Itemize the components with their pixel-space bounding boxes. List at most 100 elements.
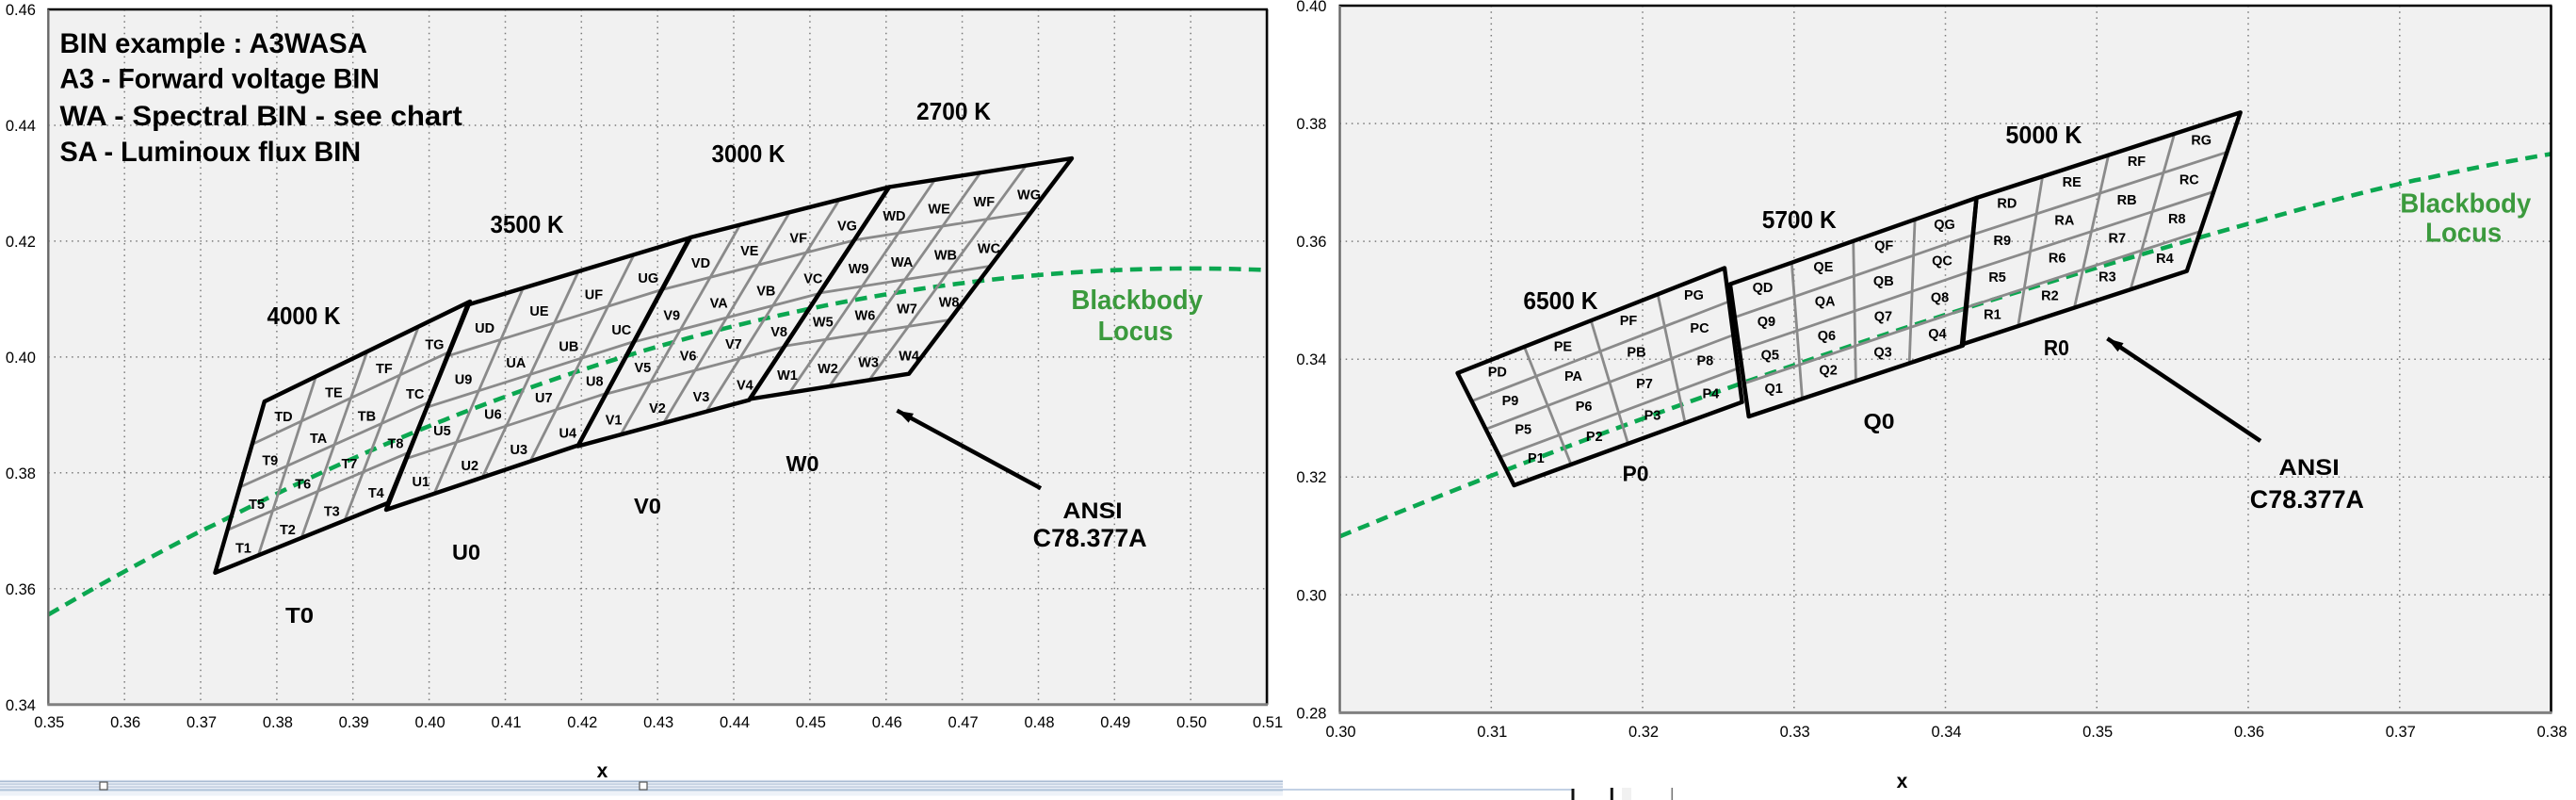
svg-text:P4: P4 (1703, 387, 1720, 402)
svg-text:0.49: 0.49 (1100, 714, 1130, 731)
svg-text:Q1: Q1 (1765, 382, 1783, 397)
svg-text:R9: R9 (1994, 234, 2012, 249)
svg-text:T1: T1 (235, 541, 251, 556)
svg-text:TF: TF (376, 362, 393, 377)
svg-text:0.44: 0.44 (720, 714, 750, 731)
svg-text:U3: U3 (510, 443, 528, 458)
svg-text:WD: WD (883, 209, 905, 224)
svg-text:UE: UE (529, 304, 548, 319)
svg-text:0.46: 0.46 (872, 714, 902, 731)
svg-text:0.38: 0.38 (1296, 116, 1326, 133)
svg-text:TG: TG (425, 338, 444, 353)
svg-text:VE: VE (740, 244, 759, 259)
svg-text:0.37: 0.37 (2386, 724, 2416, 741)
svg-text:Q5: Q5 (1761, 348, 1779, 363)
svg-text:0.32: 0.32 (1628, 724, 1659, 741)
svg-text:PD: PD (1488, 365, 1507, 380)
svg-text:V1: V1 (606, 414, 623, 429)
svg-text:V8: V8 (770, 325, 787, 340)
svg-text:W1: W1 (777, 368, 798, 384)
svg-text:Blackbody: Blackbody (1071, 286, 1203, 316)
svg-text:Q0: Q0 (1864, 409, 1895, 433)
svg-text:U8: U8 (586, 375, 604, 390)
svg-text:U0: U0 (452, 540, 480, 564)
svg-text:6500 K: 6500 K (1523, 286, 1597, 315)
svg-text:3000 K: 3000 K (712, 139, 786, 168)
svg-text:0.51: 0.51 (1253, 714, 1283, 731)
svg-text:WA - Spectral BIN - see chart: WA - Spectral BIN - see chart (60, 101, 462, 132)
svg-text:ANSI: ANSI (2278, 455, 2339, 481)
svg-text:0.35: 0.35 (2082, 724, 2113, 741)
svg-text:UD: UD (475, 321, 494, 336)
svg-text:UF: UF (585, 288, 603, 303)
svg-text:V3: V3 (693, 390, 710, 405)
svg-text:T4: T4 (368, 486, 384, 501)
svg-text:0.34: 0.34 (1296, 351, 1326, 368)
svg-text:C78.377A: C78.377A (1033, 524, 1147, 552)
svg-text:T7: T7 (341, 457, 357, 472)
svg-text:UC: UC (611, 323, 631, 338)
svg-text:QA: QA (1815, 294, 1836, 309)
svg-text:QD: QD (1753, 281, 1774, 296)
svg-text:V4: V4 (737, 378, 753, 393)
svg-text:VG: VG (837, 219, 857, 234)
svg-text:5700 K: 5700 K (1762, 205, 1837, 234)
svg-text:0.38: 0.38 (6, 465, 36, 482)
svg-text:R2: R2 (2041, 289, 2059, 304)
svg-text:W0: W0 (786, 451, 819, 476)
svg-text:V7: V7 (725, 337, 742, 352)
svg-text:U5: U5 (433, 424, 451, 439)
svg-text:0.44: 0.44 (6, 118, 36, 135)
svg-text:Q3: Q3 (1873, 345, 1891, 360)
svg-text:QG: QG (1934, 218, 1955, 233)
svg-text:0.42: 0.42 (567, 714, 597, 731)
svg-text:P0: P0 (1623, 462, 1649, 486)
svg-text:V9: V9 (663, 309, 680, 324)
svg-text:0.36: 0.36 (1296, 234, 1326, 251)
svg-text:Blackbody: Blackbody (2400, 189, 2531, 220)
svg-text:V0: V0 (634, 494, 661, 518)
svg-text:RC: RC (2179, 172, 2199, 188)
svg-text:0.30: 0.30 (1296, 587, 1326, 604)
svg-text:V6: V6 (680, 349, 697, 364)
svg-text:Q6: Q6 (1818, 329, 1836, 344)
svg-text:Locus: Locus (1098, 317, 1174, 347)
svg-text:0.34: 0.34 (6, 697, 36, 714)
svg-text:WA: WA (891, 255, 914, 270)
svg-text:0.28: 0.28 (1296, 705, 1326, 722)
svg-text:0.35: 0.35 (34, 714, 64, 731)
svg-text:4000 K: 4000 K (267, 302, 341, 330)
svg-text:U2: U2 (462, 459, 479, 474)
svg-text:R5: R5 (1988, 270, 2006, 286)
svg-text:P8: P8 (1697, 354, 1714, 369)
svg-text:W4: W4 (899, 350, 919, 365)
svg-text:0.43: 0.43 (643, 714, 673, 731)
svg-text:WC: WC (978, 241, 1001, 256)
svg-text:0.36: 0.36 (2234, 724, 2264, 741)
svg-text:PF: PF (1620, 314, 1638, 329)
svg-text:R1: R1 (1984, 307, 2001, 322)
svg-text:U4: U4 (559, 427, 577, 442)
svg-text:2700 K: 2700 K (916, 97, 991, 125)
svg-text:PB: PB (1627, 346, 1645, 361)
svg-text:T6: T6 (295, 477, 311, 492)
svg-text:x: x (597, 760, 608, 782)
svg-text:Q2: Q2 (1819, 364, 1837, 379)
svg-text:0.47: 0.47 (948, 714, 979, 731)
svg-text:R0: R0 (2044, 335, 2069, 360)
svg-text:W6: W6 (855, 309, 876, 324)
svg-text:W9: W9 (849, 262, 869, 277)
svg-text:ANSI: ANSI (1062, 498, 1122, 524)
svg-text:Q8: Q8 (1931, 290, 1949, 305)
svg-text:0.40: 0.40 (1296, 0, 1326, 15)
svg-text:V5: V5 (635, 361, 652, 376)
svg-text:0.48: 0.48 (1024, 714, 1054, 731)
svg-text:T8: T8 (388, 436, 404, 451)
svg-text:RF: RF (2128, 155, 2146, 170)
svg-text:Q4: Q4 (1928, 327, 1946, 342)
svg-text:0.34: 0.34 (1931, 724, 1961, 741)
svg-text:BIN example : A3WASA: BIN example : A3WASA (60, 28, 367, 59)
svg-text:W2: W2 (818, 362, 838, 377)
svg-text:R4: R4 (2156, 252, 2174, 267)
svg-text:W3: W3 (858, 355, 879, 370)
